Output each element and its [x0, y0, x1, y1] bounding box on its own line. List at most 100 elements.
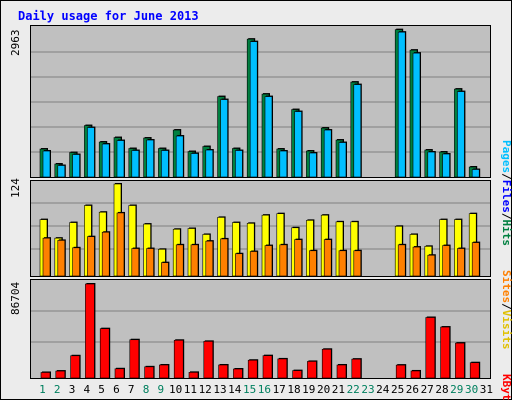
bars-group [39, 28, 481, 379]
files-bar [264, 96, 273, 178]
files-bar [205, 149, 214, 178]
kbytes-bar [410, 370, 421, 379]
kbytes-ymax-label: 86704 [9, 282, 22, 315]
files-bar [161, 150, 169, 178]
sites-bar [190, 244, 199, 277]
x-tick-label: 23 [361, 383, 374, 396]
legend-hits: Hits [500, 220, 512, 247]
chart-title: Daily usage for June 2013 [18, 9, 199, 23]
hits-legend: Pages/Files/Hits [500, 140, 512, 246]
kbytes-bar [188, 372, 199, 379]
files-bar [57, 165, 66, 178]
kbytes-bar [85, 283, 95, 379]
files-bar [72, 154, 80, 178]
sites-bar [338, 250, 347, 277]
x-tick-label: 8 [143, 383, 150, 396]
x-tick-label: 24 [376, 383, 390, 396]
sites-bar [235, 253, 243, 277]
x-tick-label: 11 [184, 383, 197, 396]
x-tick-label: 6 [113, 383, 120, 396]
sites-bar [249, 251, 258, 277]
kbytes-bar [218, 364, 228, 379]
x-tick-label: 27 [421, 383, 434, 396]
x-tick-label: 19 [302, 383, 315, 396]
files-bar [146, 139, 154, 178]
files-bar [42, 150, 51, 178]
sites-bar [294, 239, 302, 277]
files-bar [190, 153, 199, 178]
sites-bar [412, 246, 421, 277]
kbytes-bar [114, 368, 125, 379]
x-tick-label: 31 [480, 383, 493, 396]
x-tick-label: 7 [128, 383, 135, 396]
kbytes-bar [336, 364, 347, 379]
x-tick-label: 15 [243, 383, 256, 396]
x-tick-label: 22 [347, 383, 360, 396]
files-bar [235, 150, 243, 178]
files-bar [131, 150, 140, 178]
visits-legend: Sites/Visits [500, 270, 512, 350]
sites-bar [161, 262, 169, 277]
kbytes-bar [203, 341, 214, 379]
files-bar [116, 140, 125, 178]
files-bar [249, 41, 258, 178]
x-tick-label: 1 [39, 383, 46, 396]
sites-bar [220, 238, 228, 277]
files-bar [323, 129, 332, 178]
files-bar [87, 127, 95, 178]
files-bar [397, 31, 406, 178]
x-tick-label: 12 [199, 383, 212, 396]
files-bar [442, 153, 450, 178]
x-tick-label: 21 [332, 383, 345, 396]
files-bar [294, 111, 302, 178]
files-bar [279, 150, 288, 178]
sites-bar [397, 244, 406, 277]
x-tick-label: 4 [83, 383, 90, 396]
files-bar [220, 99, 228, 178]
files-bar [457, 91, 465, 178]
sites-bar [116, 212, 125, 277]
sites-bar [57, 240, 66, 277]
x-tick-label: 28 [435, 383, 448, 396]
x-tick-label: 20 [317, 383, 330, 396]
kbytes-bar [159, 364, 169, 379]
kbytes-bar [173, 339, 184, 379]
legend-files: Files [500, 180, 512, 213]
sites-bar [457, 248, 465, 277]
kbytes-bar [440, 326, 450, 379]
kbytes-bar [321, 348, 332, 379]
kbytes-bar [247, 359, 258, 379]
sites-bar [101, 231, 110, 277]
x-tick-label: 10 [169, 383, 182, 396]
files-bar [338, 142, 347, 178]
x-tick-label: 5 [98, 383, 105, 396]
x-tick-label: 14 [228, 383, 242, 396]
kbytes-bar [233, 368, 243, 379]
sites-bar [353, 250, 362, 277]
sites-bar [309, 250, 317, 277]
x-tick-label: 17 [273, 383, 286, 396]
files-bar [412, 52, 421, 178]
kbytes-bar [351, 358, 362, 379]
kbytes-panel [30, 279, 491, 379]
kbytes-bar [262, 355, 273, 379]
sites-bar [264, 245, 273, 277]
files-bar [309, 152, 317, 178]
legend-sites: Sites [500, 270, 512, 303]
sites-bar [146, 248, 154, 277]
sites-bar [471, 242, 480, 277]
sites-bar [175, 244, 184, 277]
visits-ymax-label: 124 [9, 178, 22, 198]
files-bar [471, 169, 480, 178]
sites-bar [427, 254, 436, 277]
sites-bar [87, 236, 95, 277]
x-tick-label: 26 [406, 383, 419, 396]
kbytes-bar [292, 370, 302, 379]
kbytes-bar [70, 355, 80, 379]
kbytes-bar [55, 370, 66, 379]
x-tick-label: 16 [258, 383, 271, 396]
kbytes-bar [40, 372, 51, 379]
kbytes-bar [307, 361, 317, 379]
